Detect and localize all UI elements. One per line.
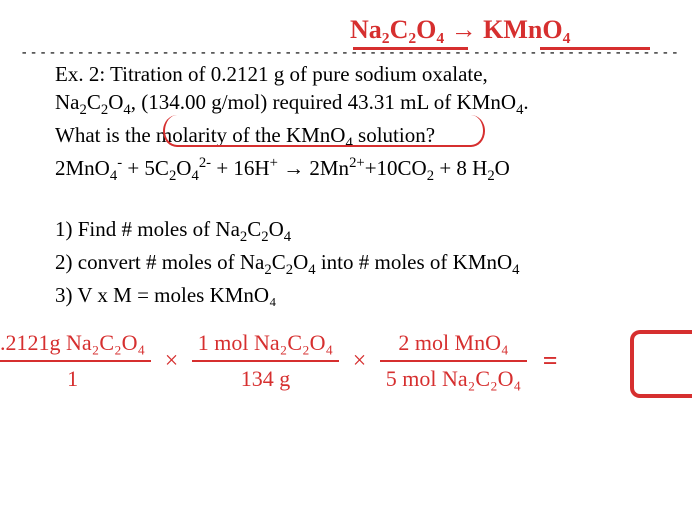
arrow: → [451, 15, 477, 44]
handwritten-reaction-top: Na₂C₂O₄ → KMnO₄ [350, 15, 570, 45]
problem-equation: 2MnO4- + 5C2O42- + 16H+ → 2Mn2++10CO2 + … [55, 154, 655, 187]
frac2-num: 1 mol Na₂C₂O₄ [192, 330, 339, 360]
times-1: × [157, 348, 187, 375]
separator-dashline: ----------------------------------------… [20, 45, 680, 61]
frac3-den: 5 mol Na₂C₂O₄ [380, 360, 527, 392]
fraction-3: 2 mol MnO₄ 5 mol Na₂C₂O₄ [380, 330, 527, 392]
circled-molarity-phrase [163, 115, 485, 147]
product: KMnO₄ [483, 15, 570, 44]
step-2: 2) convert # moles of Na2C2O4 into # mol… [55, 248, 655, 281]
problem-line1: Ex. 2: Titration of 0.2121 g of pure sod… [55, 60, 655, 88]
frac2-den: 134 g [192, 360, 339, 392]
equals: = [533, 346, 568, 376]
fraction-2: 1 mol Na₂C₂O₄ 134 g [192, 330, 339, 392]
frac3-num: 2 mol MnO₄ [380, 330, 527, 360]
handwritten-calculation: .2121g Na₂C₂O₄ 1 × 1 mol Na₂C₂O₄ 134 g ×… [0, 330, 700, 392]
reactant: Na₂C₂O₄ [350, 15, 444, 44]
frac1-num: .2121g Na₂C₂O₄ [0, 330, 151, 360]
step-1: 1) Find # moles of Na2C2O4 [55, 215, 655, 248]
times-2: × [345, 348, 375, 375]
fraction-1: .2121g Na₂C₂O₄ 1 [0, 330, 151, 392]
frac1-den: 1 [0, 360, 151, 392]
step-3: 3) V x M = moles KMnO₄ [55, 281, 655, 309]
solution-steps: 1) Find # moles of Na2C2O4 2) convert # … [55, 215, 655, 309]
answer-box [630, 330, 692, 398]
